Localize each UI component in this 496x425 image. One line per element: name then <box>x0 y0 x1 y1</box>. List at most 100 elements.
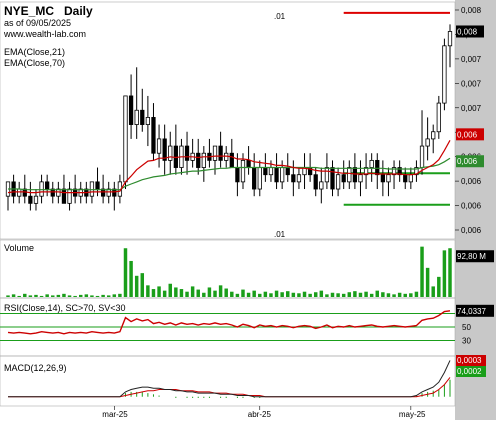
candle-body-down <box>252 167 257 190</box>
candle-body-up <box>145 117 151 125</box>
candle-body-up <box>106 188 111 197</box>
volume-bar <box>364 291 368 297</box>
ema-70-line <box>8 157 451 191</box>
volume-bar <box>381 292 385 297</box>
volume-bar <box>252 290 256 297</box>
volume-bar <box>34 294 38 297</box>
candle-body-up <box>296 174 302 183</box>
rsi-last-label-bg <box>456 304 494 317</box>
volume-bar <box>56 294 61 297</box>
volume-bar <box>196 289 200 297</box>
volume-bar <box>185 291 189 297</box>
volume-bar <box>73 295 77 297</box>
macd-signal-value-label-bg <box>456 366 486 377</box>
candle-body-up <box>335 174 341 190</box>
candle-body-down <box>246 159 251 168</box>
candle-body-up <box>408 174 413 183</box>
volume-bar <box>437 276 441 297</box>
volume-bar <box>151 289 156 297</box>
chart-title-symbol: NYE_MC <box>4 4 54 18</box>
candle-body-down <box>397 167 402 176</box>
source-site: www.wealth-lab.com <box>3 29 86 39</box>
volume-bar <box>106 295 111 297</box>
candle-body-up <box>240 159 246 183</box>
volume-bar <box>11 294 16 297</box>
price-tick-label: 0,006 <box>461 226 482 235</box>
volume-bar <box>241 289 245 297</box>
volume-bar <box>341 293 346 297</box>
candle-body-up <box>324 167 330 183</box>
macd-signal-value-label: 0,0002 <box>457 367 482 376</box>
candle-body-down <box>235 167 240 183</box>
candle-body-down <box>45 181 50 190</box>
price-tick-label: 0,007 <box>461 55 482 64</box>
volume-bar <box>397 292 402 297</box>
volume-bar <box>218 285 223 297</box>
candle-body-up <box>33 195 39 204</box>
volume-bar <box>358 292 363 297</box>
volume-bar <box>347 292 352 297</box>
last-price-label: 0,008 <box>457 27 478 36</box>
volume-bar <box>213 290 217 297</box>
rsi-tick-label: 30 <box>462 337 471 346</box>
candle-body-up <box>39 181 44 197</box>
candle-body-up <box>123 95 128 183</box>
as-of-date: as of 09/05/2025 <box>4 18 71 28</box>
volume-bar <box>28 295 33 297</box>
volume-bar <box>129 260 133 297</box>
volume-bar <box>274 290 279 297</box>
volume-bar <box>263 291 268 297</box>
volume-bar <box>224 288 228 297</box>
volume-bar <box>179 289 184 297</box>
volume-bar <box>403 293 407 297</box>
volume-bar <box>258 293 262 297</box>
candle-body-down <box>196 152 201 168</box>
volume-bar <box>302 291 307 297</box>
candle-body-up <box>447 31 453 47</box>
volume-bar <box>6 295 10 297</box>
volume-bar <box>325 294 329 297</box>
volume-bar <box>62 293 66 297</box>
volume-bar <box>168 283 172 297</box>
macd-title: MACD(12,26,9) <box>4 363 67 373</box>
volume-bar <box>45 294 49 297</box>
volume-bar <box>392 294 396 297</box>
candle-body-down <box>313 174 318 190</box>
volume-bar <box>112 294 117 297</box>
volume-bar <box>369 293 374 297</box>
ema-long-legend: EMA(Close,70) <box>4 58 65 68</box>
ema-21-line <box>7 140 451 194</box>
volume-bar <box>414 291 419 297</box>
volume-bar <box>386 293 391 297</box>
volume-bar <box>297 293 301 297</box>
volume-bar <box>431 286 435 297</box>
volume-bar <box>174 287 178 297</box>
candle-body-down <box>50 188 55 197</box>
candle-body-up <box>369 159 374 168</box>
rsi-line <box>7 310 451 335</box>
candle-body-up <box>347 167 352 183</box>
macd-line <box>8 360 451 398</box>
candle-body-down <box>330 167 335 190</box>
low-annotation: .01 <box>274 230 286 239</box>
volume-bar <box>319 290 324 297</box>
date-tick-label: mar-25 <box>102 410 128 419</box>
candle-body-down <box>285 167 290 176</box>
candle-body-up <box>442 45 447 104</box>
volume-bars <box>6 246 452 297</box>
candle-body-down <box>28 195 33 204</box>
candle-body-down <box>162 138 167 161</box>
last-price-label-bg <box>456 25 484 38</box>
volume-bar <box>336 293 340 297</box>
candle-body-up <box>156 138 162 154</box>
candlesticks <box>5 24 453 211</box>
price-value-labels: 0,008 0,006 0,006 <box>456 25 484 168</box>
volume-bar <box>118 293 122 297</box>
price-tick-label: 0,007 <box>461 79 482 88</box>
volume-bar <box>23 293 27 297</box>
candle-body-down <box>229 152 234 168</box>
candle-body-up <box>168 145 173 161</box>
candle-body-up <box>431 131 436 140</box>
candle-body-down <box>151 117 156 154</box>
